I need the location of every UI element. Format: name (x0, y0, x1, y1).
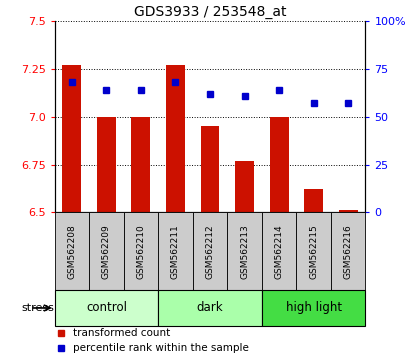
Text: GSM562211: GSM562211 (171, 224, 180, 279)
Bar (131, 117, 150, 212)
Text: stress: stress (22, 303, 55, 313)
Text: GSM562214: GSM562214 (275, 224, 284, 279)
Bar (200, 126, 220, 212)
Bar (235, 161, 254, 212)
Text: GSM562212: GSM562212 (205, 224, 215, 279)
Bar (193, 212, 227, 290)
Text: GSM562215: GSM562215 (309, 224, 318, 279)
Bar (158, 290, 262, 326)
Bar (89, 212, 123, 290)
Bar (262, 290, 365, 326)
Bar (158, 212, 193, 290)
Text: GSM562210: GSM562210 (136, 224, 145, 279)
Text: control: control (86, 302, 127, 314)
Text: GSM562208: GSM562208 (67, 224, 76, 279)
Bar (297, 212, 331, 290)
Text: dark: dark (197, 302, 223, 314)
Bar (63, 65, 81, 212)
Bar (270, 117, 289, 212)
Bar (304, 189, 323, 212)
Text: transformed count: transformed count (73, 328, 171, 338)
Title: GDS3933 / 253548_at: GDS3933 / 253548_at (134, 5, 286, 19)
Bar (227, 212, 262, 290)
Bar (262, 212, 297, 290)
Bar (331, 212, 365, 290)
Text: percentile rank within the sample: percentile rank within the sample (73, 343, 249, 353)
Text: GSM562213: GSM562213 (240, 224, 249, 279)
Bar (55, 212, 89, 290)
Bar (97, 117, 116, 212)
Text: GSM562209: GSM562209 (102, 224, 111, 279)
Text: GSM562216: GSM562216 (344, 224, 353, 279)
Bar (166, 65, 185, 212)
Bar (339, 211, 357, 212)
Text: high light: high light (286, 302, 341, 314)
Bar (55, 290, 158, 326)
Bar (123, 212, 158, 290)
